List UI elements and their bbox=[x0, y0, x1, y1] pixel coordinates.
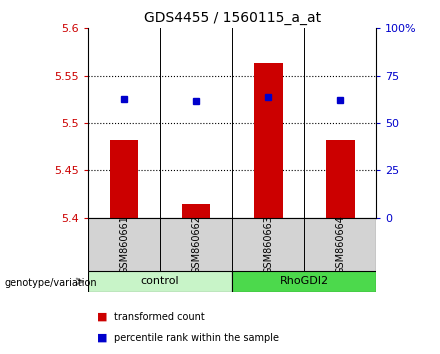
Text: GSM860663: GSM860663 bbox=[263, 215, 273, 274]
Text: GSM860661: GSM860661 bbox=[119, 215, 129, 274]
Bar bbox=[254, 63, 282, 218]
Text: transformed count: transformed count bbox=[114, 312, 205, 322]
Text: ■: ■ bbox=[97, 312, 107, 322]
Bar bbox=[326, 140, 355, 218]
Text: control: control bbox=[141, 276, 180, 286]
Text: ■: ■ bbox=[97, 333, 107, 343]
Text: RhoGDI2: RhoGDI2 bbox=[279, 276, 329, 286]
Title: GDS4455 / 1560115_a_at: GDS4455 / 1560115_a_at bbox=[143, 11, 321, 24]
Bar bbox=[110, 140, 139, 218]
Text: GSM860664: GSM860664 bbox=[335, 215, 345, 274]
Text: GSM860662: GSM860662 bbox=[191, 215, 201, 274]
Text: genotype/variation: genotype/variation bbox=[4, 278, 97, 288]
Bar bbox=[88, 271, 232, 292]
Bar bbox=[232, 271, 376, 292]
Text: percentile rank within the sample: percentile rank within the sample bbox=[114, 333, 279, 343]
Bar bbox=[182, 204, 210, 218]
